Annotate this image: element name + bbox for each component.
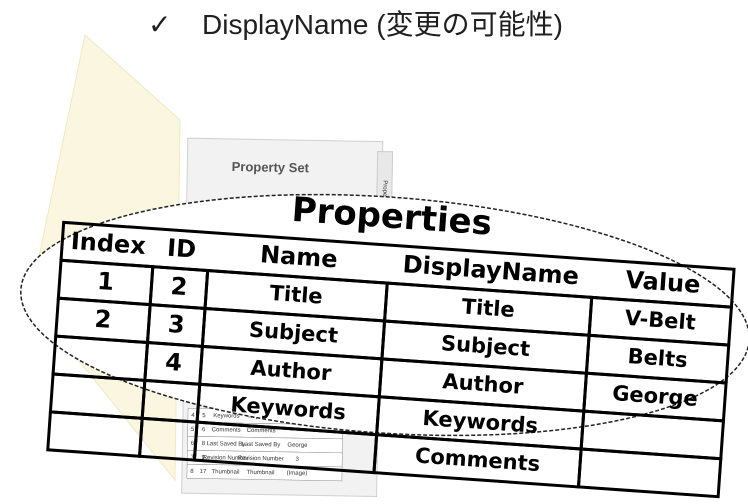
small-cell: George [287,443,308,449]
small-cell: 4 [191,413,195,419]
cell-text: 2 [170,272,189,301]
column-header: Value [625,266,702,299]
cell-text: Belts [627,344,689,372]
cell-text: Title [269,281,324,309]
small-cell: Last Saved By [242,442,281,449]
small-cell: 8 [202,441,206,447]
small-cell: Thumbnail [211,469,239,475]
doc-side-label: Property [381,180,387,203]
small-cell: 6 [202,427,206,433]
small-cell: 8 [190,469,194,475]
bullet-text: DisplayName (変更の可能性) [202,9,563,40]
cell-text: Author [250,356,333,386]
doc-title: Property Set [232,159,310,175]
small-cell: 9 [202,455,206,461]
cell-text: Comments [414,443,541,476]
small-cell: 6 [191,441,195,447]
small-cell: Thumbnail [246,470,274,476]
small-cell: 7 [191,455,195,461]
small-cell: Comments [247,428,276,435]
small-cell: Revision Number [203,455,249,462]
small-cell: 17 [200,469,207,475]
small-cell: Last Saved By [207,441,246,448]
cell-text: 1 [96,267,115,296]
small-cell: 5 [202,413,206,419]
cell-text: 4 [164,348,183,377]
cell-text: 2 [94,305,113,334]
cell-text: Author [442,369,525,399]
cell-text: Title [461,294,516,322]
cell-text: George [611,381,698,411]
cell-text: 3 [167,310,186,339]
table-cell [576,447,723,499]
column-header: Name [259,240,338,273]
small-cell: Comments [212,427,241,434]
column-header: Index [70,227,147,260]
bullet-mark: ✓ [148,9,171,40]
small-cell: 5 [191,427,195,433]
cell-text: V-Belt [624,306,696,335]
table-cell [46,410,144,458]
small-cell: (Image) [287,471,308,477]
small-cell: Keywords [213,413,239,419]
small-cell: 3 [295,457,299,463]
column-header: ID [166,234,197,264]
small-cell: Revision Number [238,456,284,463]
